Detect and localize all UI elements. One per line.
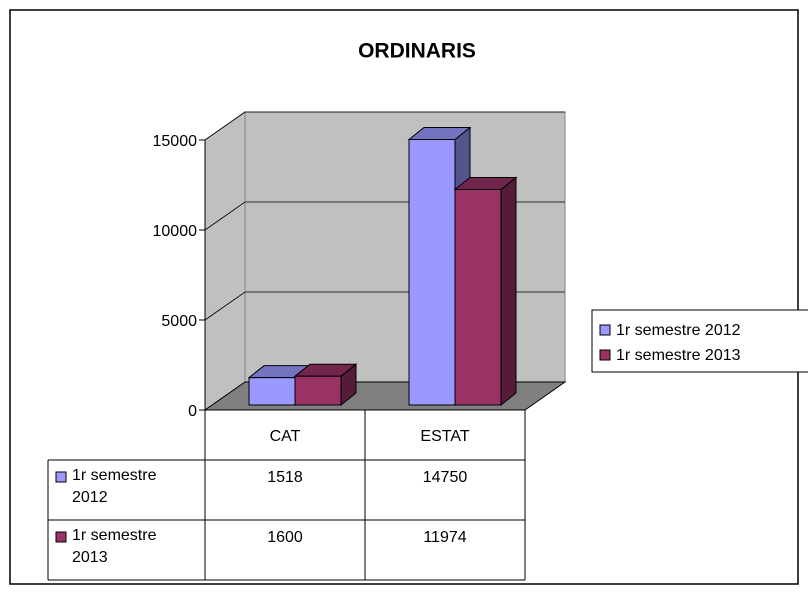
y-tick-label: 10000 (153, 223, 198, 240)
legend-key (599, 349, 611, 361)
y-tick-label: 0 (188, 403, 197, 420)
table-legend-key (55, 471, 67, 483)
table-row-label: 1r semestre 2012 (72, 467, 157, 506)
x-tick-label: CAT (270, 428, 301, 445)
y-tick-label: 5000 (161, 313, 197, 330)
bar (294, 375, 342, 406)
x-tick-label: ESTAT (420, 428, 469, 445)
table-value: 14750 (423, 469, 468, 486)
table-value: 1518 (267, 469, 303, 486)
legend-key (599, 324, 611, 336)
table-value: 11974 (423, 529, 466, 546)
y-tick-label: 15000 (153, 133, 198, 150)
legend-label: 1r semestre 2012 (616, 322, 741, 339)
chart-title: ORDINARIS (358, 40, 476, 63)
bar (408, 139, 456, 406)
bar (454, 188, 502, 406)
legend-box (591, 309, 808, 373)
table-legend-key (55, 531, 67, 543)
grid-line (204, 111, 565, 141)
bar-side (500, 176, 517, 407)
table-value: 1600 (267, 529, 303, 546)
legend-label: 1r semestre 2013 (616, 347, 741, 364)
table-row-label: 1r semestre 2013 (72, 527, 157, 566)
back-wall (244, 111, 566, 383)
side-wall (204, 111, 246, 411)
bar (248, 377, 296, 406)
